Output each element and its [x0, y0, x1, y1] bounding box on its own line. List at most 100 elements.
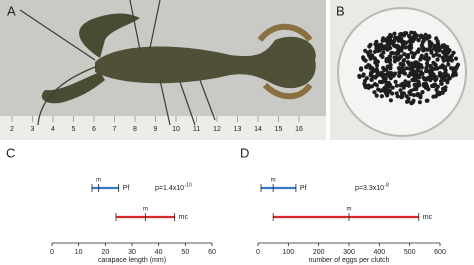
panel-label: A [7, 3, 16, 18]
egg [359, 67, 364, 72]
egg [412, 30, 417, 36]
egg [429, 68, 434, 73]
egg [388, 98, 393, 103]
egg [405, 54, 410, 59]
egg [406, 73, 411, 79]
egg [416, 47, 422, 52]
egg [446, 62, 451, 67]
egg [399, 36, 404, 41]
egg [425, 98, 430, 103]
ruler-labels: 2 3 4 5 6 7 8 9 10 11 12 13 14 15 16 [10, 116, 303, 133]
egg [388, 66, 393, 71]
egg [424, 61, 430, 66]
egg [426, 56, 431, 61]
egg [414, 33, 419, 38]
egg [455, 62, 461, 67]
egg [389, 71, 394, 76]
x-axis-label: carapace length (mm) [98, 257, 166, 264]
x-tick-label: 200 [313, 249, 325, 256]
x-tick-label: 40 [155, 249, 163, 256]
x-tick-label: 0 [50, 249, 54, 256]
ruler-label: 16 [295, 126, 303, 133]
x-tick-label: 500 [404, 249, 416, 256]
egg [412, 51, 417, 57]
x-tick-label: 20 [101, 249, 109, 256]
egg [401, 58, 406, 64]
egg [364, 76, 369, 81]
egg [388, 32, 393, 38]
egg [388, 74, 393, 79]
egg [402, 33, 407, 38]
egg [422, 56, 428, 61]
egg [388, 57, 393, 63]
egg [386, 81, 391, 86]
ruler-label: 4 [51, 126, 55, 133]
egg [397, 73, 402, 78]
egg [383, 79, 388, 84]
egg [384, 37, 389, 42]
egg [441, 55, 446, 60]
egg [425, 76, 430, 81]
egg [422, 34, 427, 39]
ruler-label: 5 [72, 126, 76, 133]
egg [446, 55, 451, 60]
egg [413, 76, 418, 82]
egg [376, 45, 381, 50]
egg [379, 79, 385, 85]
egg [395, 51, 400, 56]
egg [398, 61, 403, 67]
egg [398, 83, 403, 88]
egg [372, 49, 378, 54]
egg [396, 57, 401, 62]
egg [387, 40, 392, 46]
egg [404, 94, 409, 99]
egg [357, 74, 362, 79]
egg [422, 47, 427, 53]
egg [369, 70, 375, 75]
egg [433, 78, 438, 83]
series-label: mc [423, 214, 433, 221]
egg [421, 75, 426, 80]
egg [427, 34, 432, 39]
egg [409, 30, 414, 35]
egg [384, 86, 389, 91]
egg [390, 85, 395, 90]
egg [404, 99, 410, 104]
egg [445, 73, 450, 78]
x-tick-label: 10 [75, 249, 83, 256]
egg [395, 43, 400, 49]
egg [403, 79, 408, 84]
egg [407, 34, 412, 39]
egg [414, 60, 419, 65]
egg [381, 50, 386, 55]
photo-b: B [330, 0, 474, 140]
egg [401, 91, 406, 96]
x-tick-label: 400 [373, 249, 385, 256]
egg [437, 53, 442, 58]
egg [412, 87, 417, 92]
p-value: p=3.3x10 [355, 185, 384, 192]
egg [435, 66, 440, 71]
egg [399, 70, 404, 75]
egg [369, 77, 374, 82]
egg [407, 46, 412, 51]
egg [363, 85, 368, 90]
x-tick-label: 300 [343, 249, 355, 256]
x-tick-label: 60 [208, 249, 216, 256]
egg [402, 52, 407, 57]
egg [411, 98, 416, 103]
egg [369, 84, 375, 89]
series-label: Pf [300, 185, 307, 192]
ruler-label: 11 [193, 126, 200, 133]
egg [390, 91, 395, 96]
egg [392, 31, 397, 36]
ruler-label: 10 [172, 126, 180, 133]
egg [453, 56, 459, 61]
p-value-exponent: -10 [185, 182, 192, 188]
p-value-exponent: -8 [385, 182, 390, 188]
x-tick-label: 30 [128, 249, 136, 256]
egg [445, 58, 450, 63]
median-label: m [271, 178, 276, 184]
crayfish-claw [41, 72, 105, 104]
